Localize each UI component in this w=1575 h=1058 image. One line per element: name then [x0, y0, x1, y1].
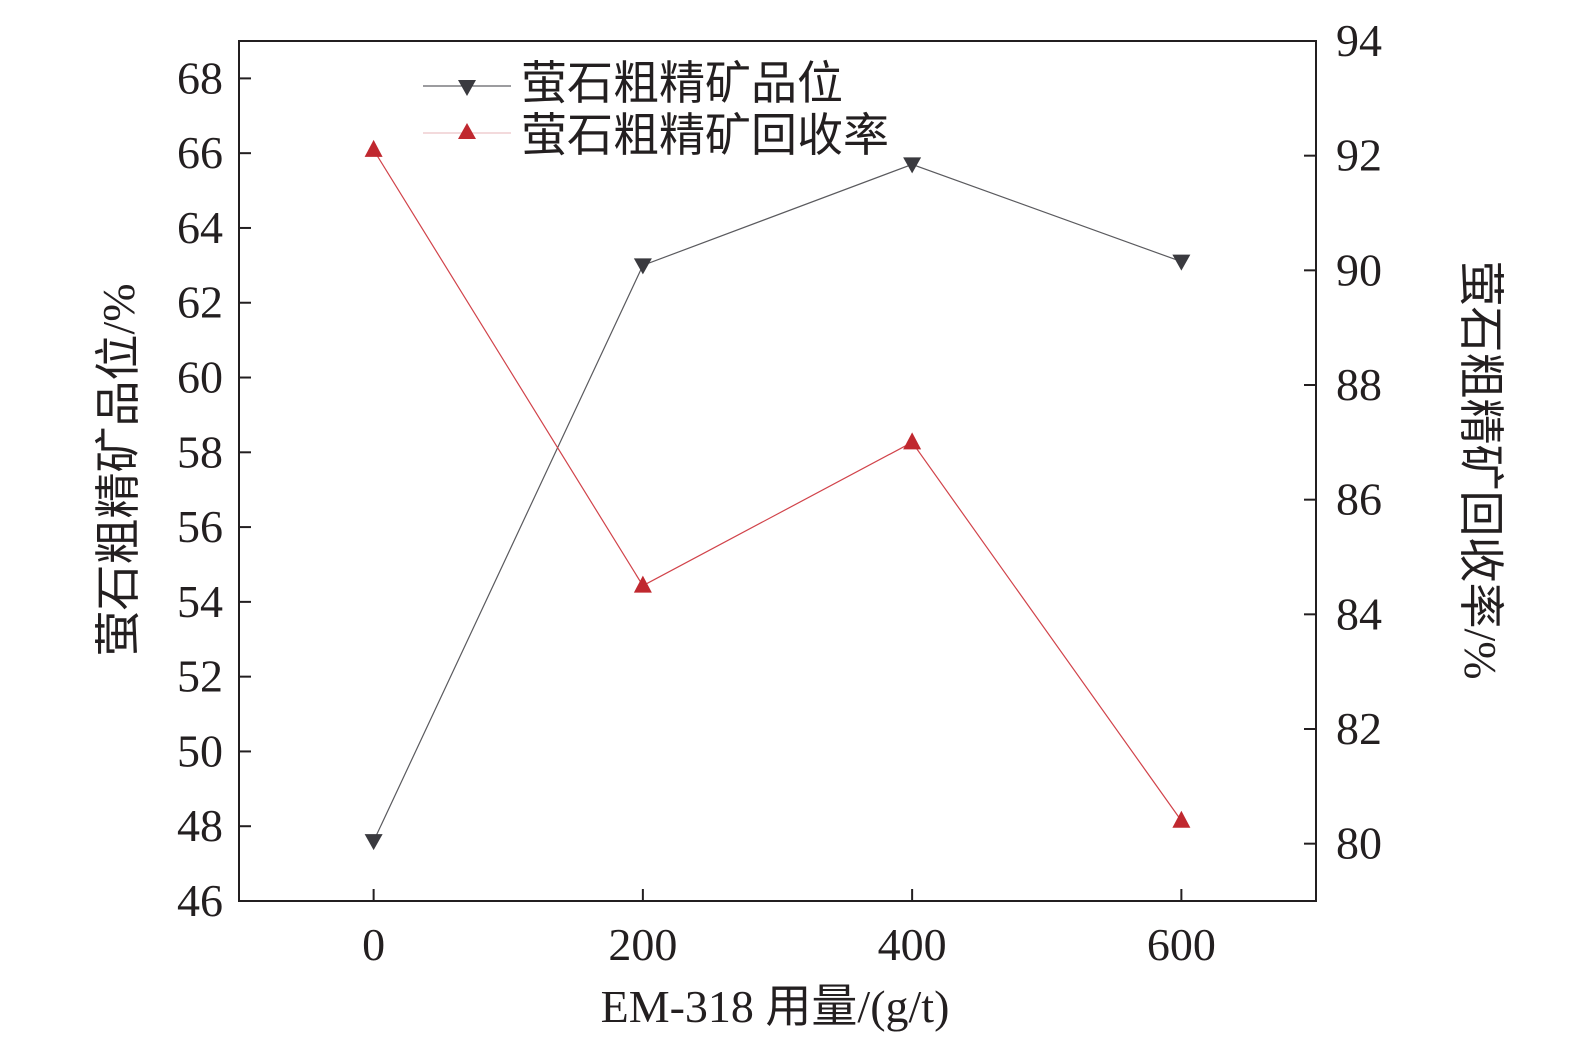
- x-axis: 0 200 400 600: [362, 889, 1216, 970]
- left-y-tick-label: 66: [177, 127, 223, 178]
- left-y-tick-label: 46: [177, 875, 223, 926]
- x-axis-label: EM-318 用量/(g/t): [601, 981, 950, 1032]
- left-y-tick-label: 52: [177, 651, 223, 702]
- left-y-tick-label: 56: [177, 501, 223, 552]
- right-y-tick-label: 92: [1336, 130, 1382, 181]
- series-line-1: [373, 149, 1182, 822]
- series-line-0: [373, 163, 1182, 842]
- legend: 萤石粗精矿品位 萤石粗精矿回收率: [423, 58, 889, 161]
- right-y-tick-label: 94: [1336, 15, 1382, 66]
- data-point-0: [633, 258, 652, 275]
- data-point-0: [364, 834, 383, 851]
- data-point-1: [364, 139, 383, 157]
- right-y-tick-label: 82: [1336, 703, 1382, 754]
- left-y-tick-label: 54: [177, 576, 223, 627]
- data-point-1: [1172, 810, 1191, 828]
- series-layer: [364, 139, 1191, 851]
- left-y-axis-label: 萤石粗精矿品位/%: [93, 283, 144, 656]
- left-y-tick-label: 68: [177, 52, 223, 103]
- right-y-axis: 80 82 84 86 88 90 92 94: [1304, 15, 1382, 869]
- legend-label-grade: 萤石粗精矿品位: [521, 58, 843, 109]
- right-y-axis-label: 萤石粗精矿回收率/%: [1455, 260, 1506, 679]
- data-point-1: [903, 432, 922, 450]
- left-y-tick-label: 60: [177, 352, 223, 403]
- legend-marker-recovery: [458, 123, 476, 139]
- left-y-axis: 46 48 50 52 54 56 58 60 62 64 66 68: [177, 52, 251, 926]
- legend-marker-grade: [458, 80, 476, 96]
- legend-label-recovery: 萤石粗精矿回收率: [521, 110, 889, 161]
- x-tick-label: 600: [1147, 919, 1216, 970]
- right-y-tick-label: 88: [1336, 359, 1382, 410]
- right-y-tick-label: 90: [1336, 244, 1382, 295]
- left-y-tick-label: 64: [177, 202, 223, 253]
- data-point-1: [633, 575, 652, 593]
- plot-frame: [238, 40, 1317, 902]
- left-y-tick-label: 50: [177, 725, 223, 776]
- left-y-tick-label: 48: [177, 800, 223, 851]
- x-tick-label: 0: [362, 919, 385, 970]
- data-point-0: [903, 157, 922, 174]
- right-y-tick-label: 86: [1336, 474, 1382, 525]
- x-tick-label: 400: [878, 919, 947, 970]
- x-tick-label: 200: [608, 919, 677, 970]
- left-y-tick-label: 58: [177, 426, 223, 477]
- right-y-tick-label: 84: [1336, 588, 1382, 639]
- left-y-tick-label: 62: [177, 277, 223, 328]
- right-y-tick-label: 80: [1336, 818, 1382, 869]
- data-point-0: [1172, 254, 1191, 271]
